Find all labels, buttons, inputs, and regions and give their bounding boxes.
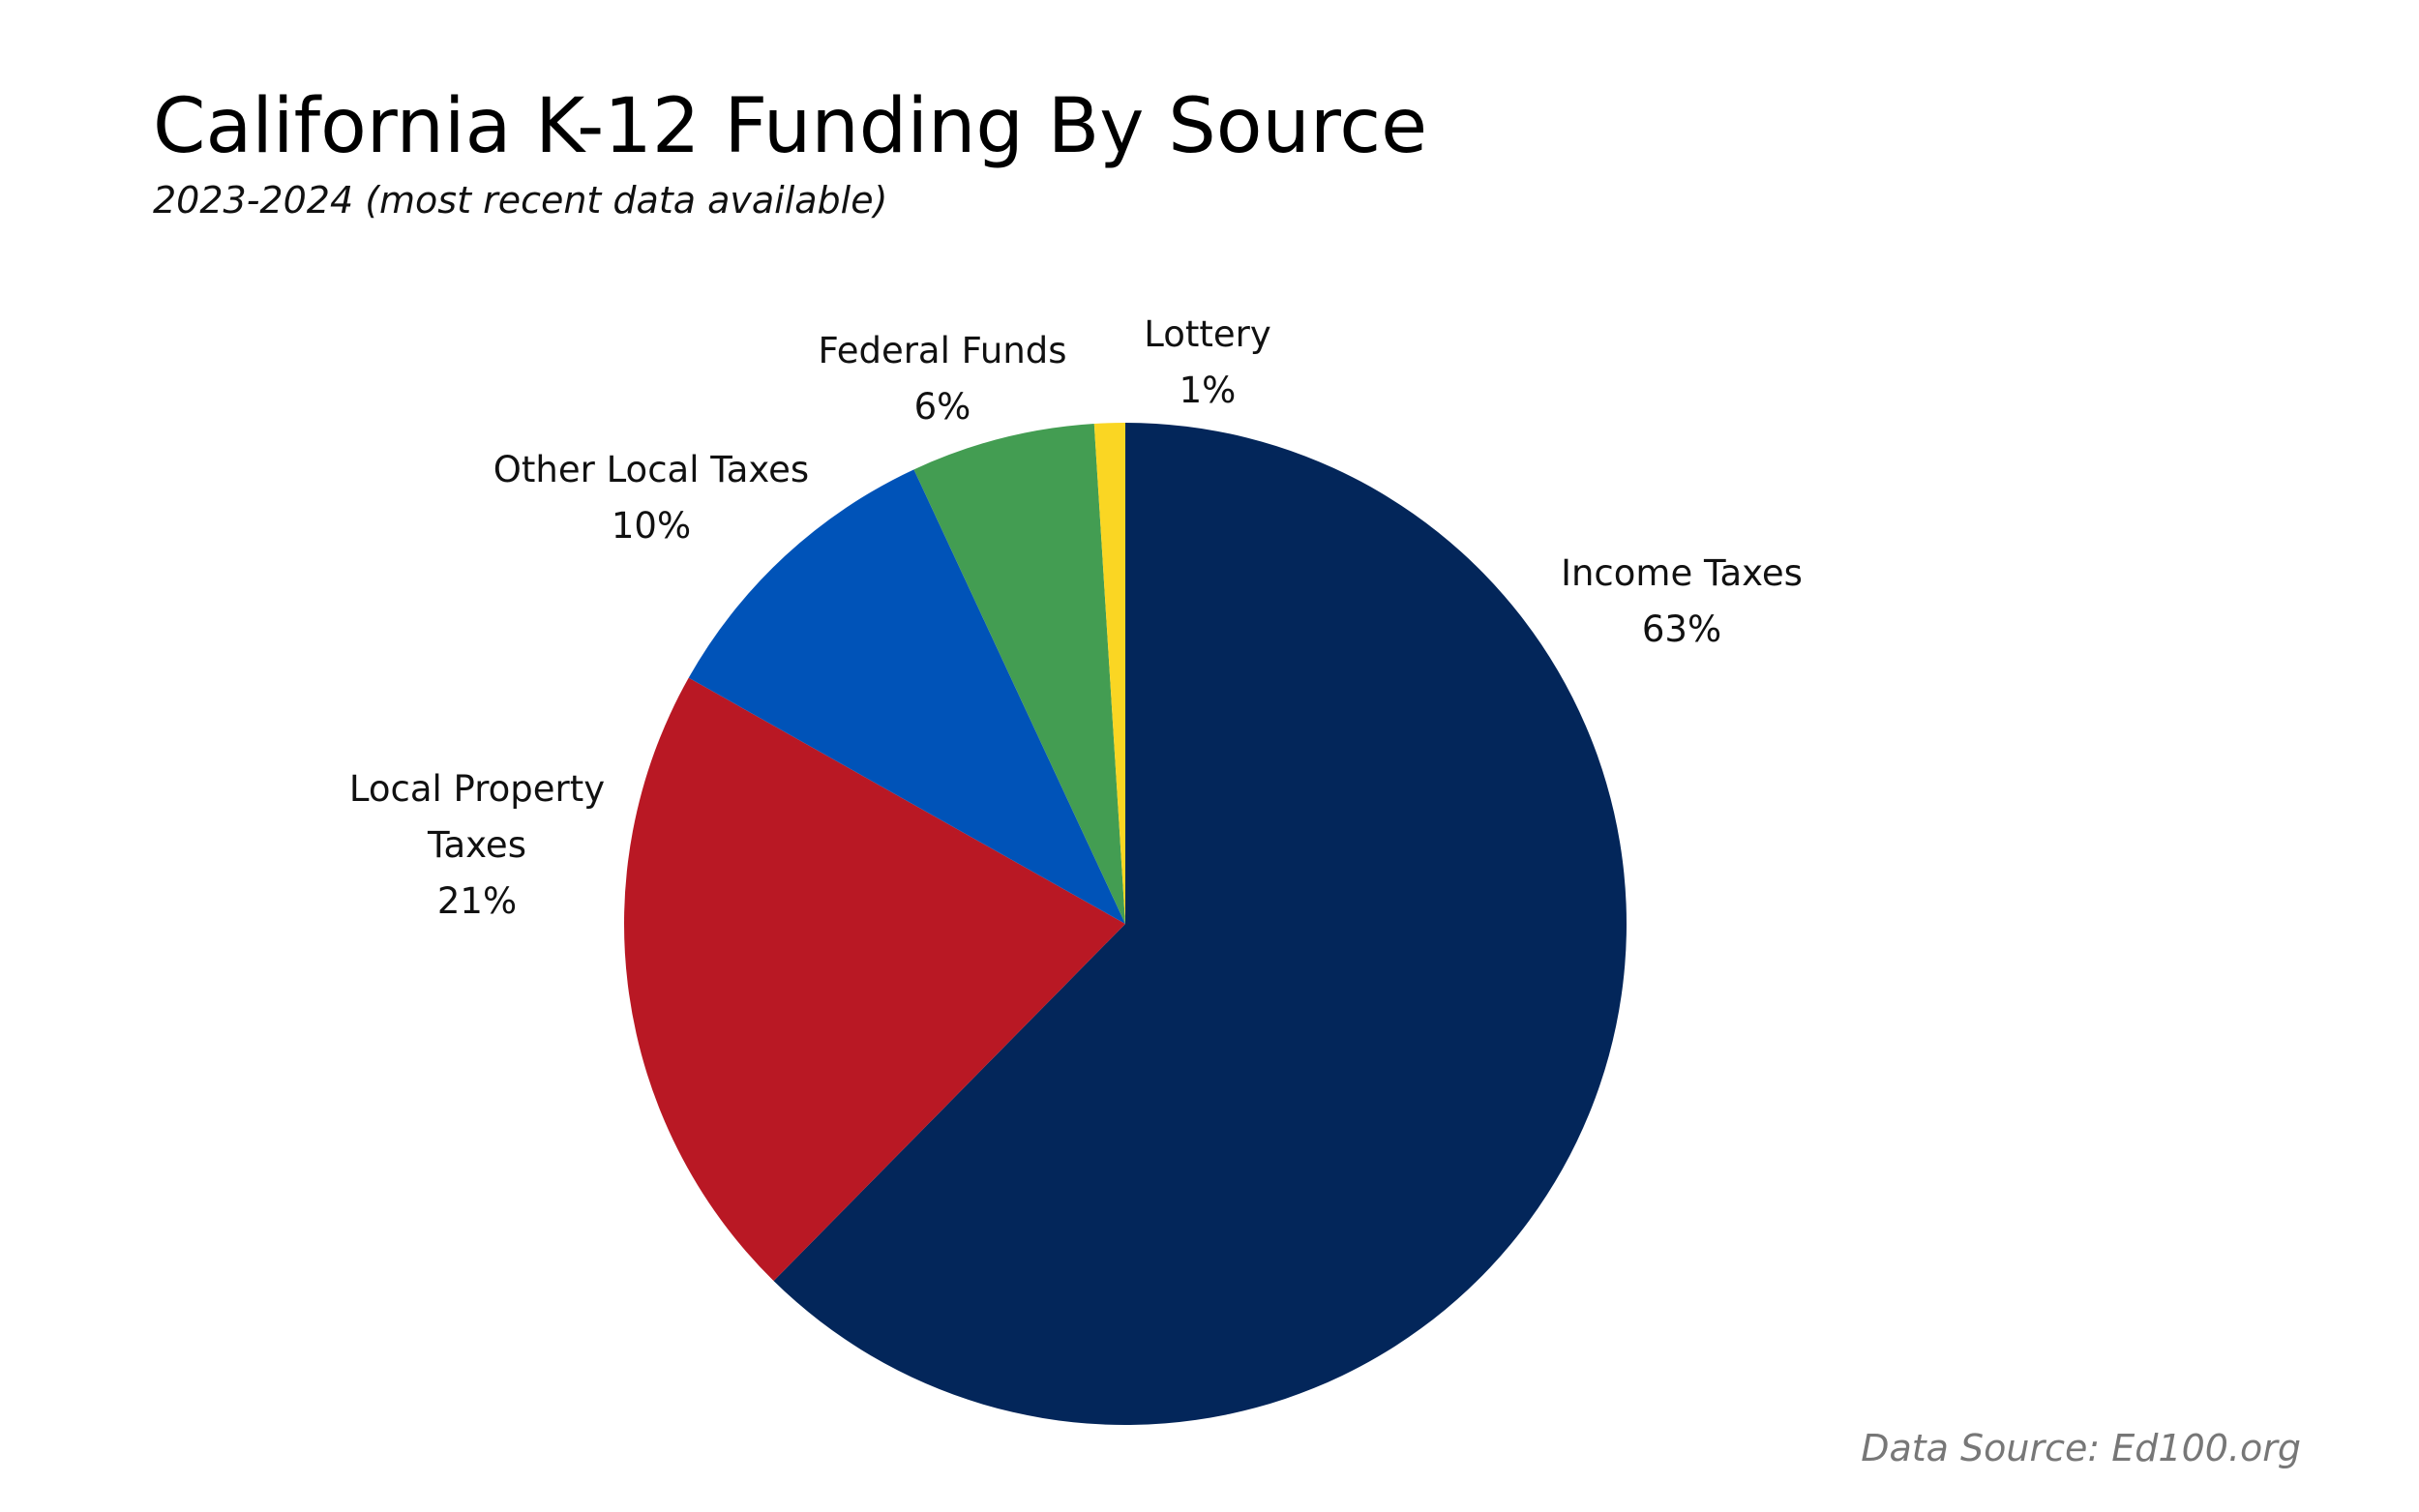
slice-label-local-property-taxes: Local Property Taxes 21% — [349, 768, 605, 922]
pie-slice-income-taxes — [773, 423, 1628, 1426]
slice-value-label: 21% — [437, 880, 517, 922]
pie-slice-other-local-taxes — [688, 469, 1125, 924]
slice-name-label: Taxes — [427, 824, 526, 866]
slice-value-label: 63% — [1642, 608, 1721, 650]
chart-title: California K-12 Funding By Source — [153, 83, 1428, 170]
slice-name-label: Local Property — [349, 768, 605, 810]
data-source-note: Data Source: Ed100.org — [1861, 1427, 2301, 1469]
slice-value-label: 10% — [612, 505, 691, 547]
slice-label-other-local-taxes: Other Local Taxes 10% — [493, 449, 809, 547]
slice-value-label: 1% — [1180, 370, 1237, 411]
slice-name-label: Lottery — [1144, 313, 1271, 355]
slice-value-label: 6% — [914, 386, 971, 428]
pie-labels: Income Taxes 63% Local Property Taxes 21% Oth… — [349, 313, 1803, 922]
slice-label-federal-funds: Federal Funds 6% — [818, 330, 1066, 428]
slice-name-label: Federal Funds — [818, 330, 1066, 371]
pie-slice-federal-funds — [913, 424, 1125, 924]
pie-slices — [624, 423, 1628, 1426]
pie-slice-local-property-taxes — [624, 677, 1125, 1282]
slice-name-label: Other Local Taxes — [493, 449, 809, 490]
chart-subtitle: 2023-2024 (most recent data available) — [153, 179, 888, 222]
slice-label-income-taxes: Income Taxes 63% — [1561, 552, 1803, 650]
slice-name-label: Income Taxes — [1561, 552, 1803, 594]
slice-label-lottery: Lottery 1% — [1144, 313, 1271, 411]
pie-slice-lottery — [1093, 423, 1125, 924]
